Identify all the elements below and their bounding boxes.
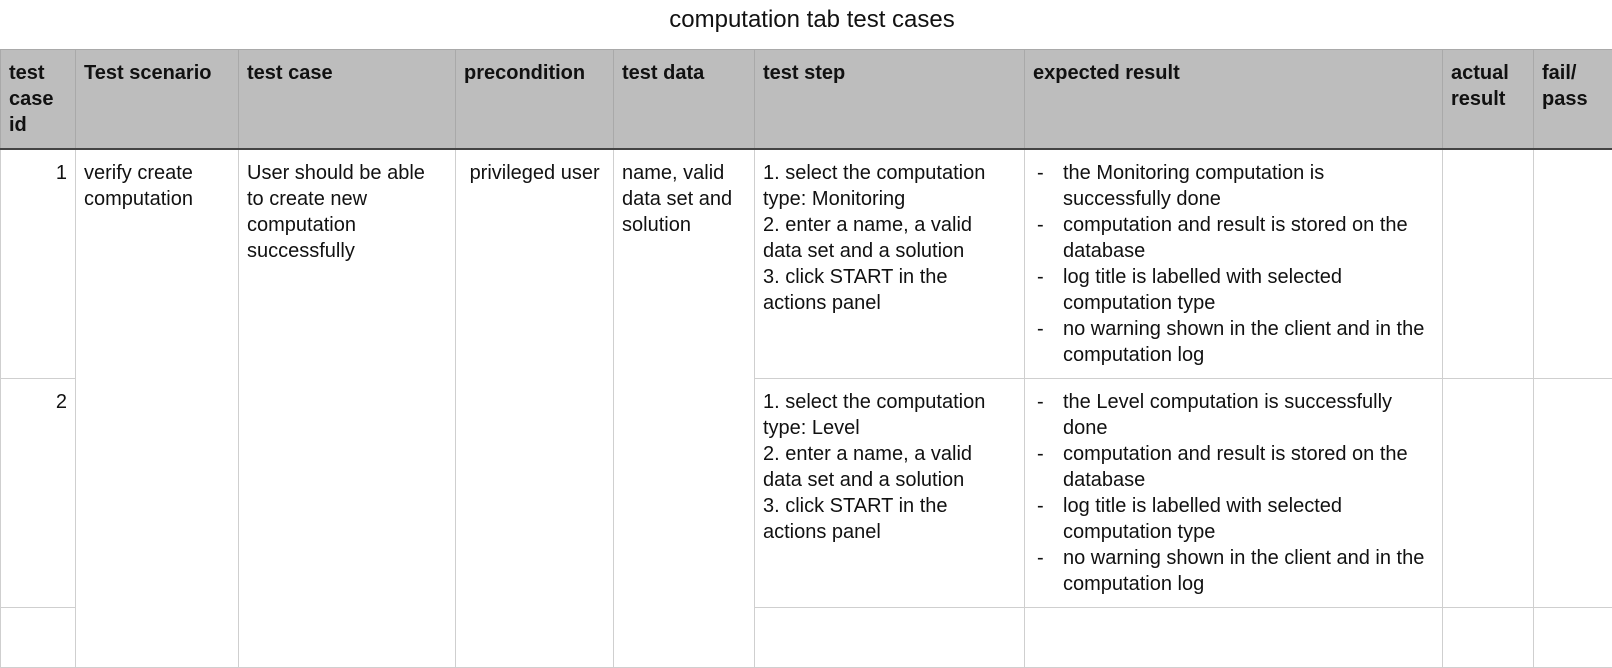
test-case-id-cell[interactable]: 1: [1, 149, 76, 379]
test-case-id-cell[interactable]: [1, 608, 76, 668]
test-scenario-cell[interactable]: verify create computation: [76, 149, 239, 668]
actual-result-cell[interactable]: [1443, 149, 1534, 379]
test-data-cell[interactable]: name, valid data set and solution: [614, 149, 755, 668]
test-step-cell[interactable]: [755, 608, 1025, 668]
sheet-title: computation tab test cases: [0, 5, 1612, 35]
test-case-id-cell[interactable]: 2: [1, 379, 76, 608]
fail-pass-cell[interactable]: [1534, 608, 1612, 668]
column-header-fail-pass[interactable]: fail/ pass: [1534, 50, 1612, 150]
test-case-cell[interactable]: User should be able to create new comput…: [239, 149, 456, 668]
expected-result-list: the Monitoring computation is successful…: [1033, 160, 1434, 368]
fail-pass-cell[interactable]: [1534, 379, 1612, 608]
expected-result-cell[interactable]: the Level computation is successfully do…: [1025, 379, 1443, 608]
expected-result-cell[interactable]: the Monitoring computation is successful…: [1025, 149, 1443, 379]
column-header-test-case-id[interactable]: test case id: [1, 50, 76, 150]
expected-result-item: no warning shown in the client and in th…: [1033, 316, 1434, 368]
test-step-line: 2. enter a name, a valid data set and a …: [763, 212, 1016, 264]
test-step-line: 3. click START in the actions panel: [763, 493, 1016, 545]
test-cases-table: test case id Test scenario test case pre…: [0, 49, 1612, 668]
column-header-precondition[interactable]: precondition: [456, 50, 614, 150]
test-step-line: 2. enter a name, a valid data set and a …: [763, 441, 1016, 493]
test-step-line: 3. click START in the actions panel: [763, 264, 1016, 316]
test-step-cell[interactable]: 1. select the computation type: Level 2.…: [755, 379, 1025, 608]
precondition-cell[interactable]: privileged user: [456, 149, 614, 668]
expected-result-item: log title is labelled with selected comp…: [1033, 264, 1434, 316]
expected-result-item: computation and result is stored on the …: [1033, 441, 1434, 493]
test-step-line: 1. select the computation type: Monitori…: [763, 160, 1016, 212]
actual-result-cell[interactable]: [1443, 379, 1534, 608]
expected-result-item: the Monitoring computation is successful…: [1033, 160, 1434, 212]
actual-result-cell[interactable]: [1443, 608, 1534, 668]
expected-result-item: computation and result is stored on the …: [1033, 212, 1434, 264]
column-header-test-step[interactable]: test step: [755, 50, 1025, 150]
table-row: 1 verify create computation User should …: [1, 149, 1612, 379]
header-row: test case id Test scenario test case pre…: [1, 50, 1612, 150]
column-header-expected-result[interactable]: expected result: [1025, 50, 1443, 150]
test-step-line: 1. select the computation type: Level: [763, 389, 1016, 441]
fail-pass-cell[interactable]: [1534, 149, 1612, 379]
expected-result-cell[interactable]: [1025, 608, 1443, 668]
column-header-test-scenario[interactable]: Test scenario: [76, 50, 239, 150]
expected-result-list: the Level computation is successfully do…: [1033, 389, 1434, 597]
column-header-test-data[interactable]: test data: [614, 50, 755, 150]
column-header-actual-result[interactable]: actual result: [1443, 50, 1534, 150]
expected-result-item: the Level computation is successfully do…: [1033, 389, 1434, 441]
column-header-test-case[interactable]: test case: [239, 50, 456, 150]
test-step-cell[interactable]: 1. select the computation type: Monitori…: [755, 149, 1025, 379]
expected-result-item: no warning shown in the client and in th…: [1033, 545, 1434, 597]
expected-result-item: log title is labelled with selected comp…: [1033, 493, 1434, 545]
